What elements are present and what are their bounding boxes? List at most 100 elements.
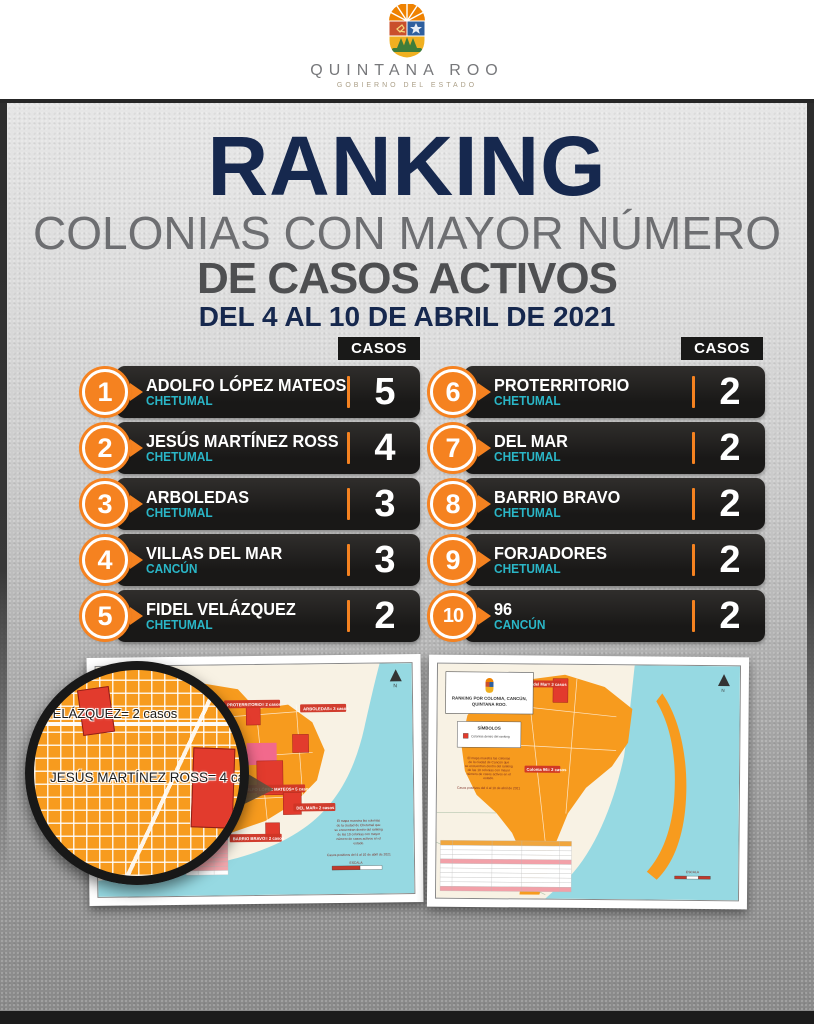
svg-text:estado.: estado. [483,776,494,780]
highlight-jesus-martinez-ross [190,747,236,829]
orange-divider [692,488,695,520]
colonia-info: FIDEL VELÁZQUEZ CHETUMAL [116,599,347,633]
svg-text:SÍMBOLOS: SÍMBOLOS [477,725,500,730]
rank-badge: 5 [82,593,128,639]
svg-text:ARBOLEDAS= 3 casos: ARBOLEDAS= 3 casos [303,706,349,712]
ranking-bar: FIDEL VELÁZQUEZ CHETUMAL 2 [116,590,420,642]
cancun-map: Villas del Mar= 3 casos Colonia 96= 2 ca… [435,663,741,901]
badge-pointer-icon [130,607,143,625]
colonia-info: FORJADORES CHETUMAL [464,543,692,577]
cases-count: 2 [374,594,396,637]
compass-icon: N [717,674,730,693]
city-name: CHETUMAL [494,394,561,409]
city-name: CHETUMAL [494,562,561,577]
ranking-row: 10 96 CANCÚN 2 [430,590,765,642]
date-range: DEL 4 AL 10 DE ABRIL DE 2021 [198,301,616,332]
cases-count: 2 [719,594,741,637]
casos-header-right: CASOS [681,337,763,360]
svg-text:QUINTANA ROO.: QUINTANA ROO. [472,702,507,707]
rank-badge: 10 [430,593,476,639]
ranking-row: 1 ADOLFO LÓPEZ MATEOS CHETUMAL 5 [82,366,420,418]
colonia-name: JESÚS MARTÍNEZ ROSS [146,431,339,452]
ranking-row: 2 JESÚS MARTÍNEZ ROSS CHETUMAL 4 [82,422,420,474]
svg-text:El mapa muestra las colonias: El mapa muestra las colonias [337,818,380,823]
svg-text:BARRIO BRAVO= 2 casos: BARRIO BRAVO= 2 casos [233,836,285,842]
city-name: CHETUMAL [146,618,213,633]
svg-text:N: N [393,683,397,689]
svg-text:de la ciudad de Chetumal que: de la ciudad de Chetumal que [337,823,381,828]
ranking-bar: FORJADORES CHETUMAL 2 [464,534,765,586]
colonia-name: VILLAS DEL MAR [146,543,283,564]
ranking-bar: DEL MAR CHETUMAL 2 [464,422,765,474]
city-name: CHETUMAL [494,450,561,465]
badge-pointer-icon [478,551,491,569]
rank-badge: 3 [82,481,128,527]
svg-text:ESCALA: ESCALA [349,861,363,865]
magnifier-label-velazquez: VELÁZQUEZ= 2 casos [44,706,178,721]
page-subtitle-2: DE CASOS ACTIVOS [197,254,618,303]
city-name: CHETUMAL [146,450,213,465]
colonia-info: JESÚS MARTÍNEZ ROSS CHETUMAL [116,431,347,465]
scale-bar: ESCALA [331,861,383,871]
colonia-info: ARBOLEDAS CHETUMAL [116,487,347,521]
page-title: RANKING [207,119,607,213]
svg-text:Casos positivos del 4 al 10 de: Casos positivos del 4 al 10 de abril de … [327,852,391,857]
ranking-row: 7 DEL MAR CHETUMAL 2 [430,422,765,474]
orange-divider [347,488,350,520]
ranking-bar: BARRIO BRAVO CHETUMAL 2 [464,478,765,530]
casos-header-left: CASOS [338,337,420,360]
sun-rays-icon [389,4,425,22]
rank-badge: 6 [430,369,476,415]
badge-pointer-icon [130,439,143,457]
ranking-bar: ADOLFO LÓPEZ MATEOS CHETUMAL 5 [116,366,420,418]
city-name: CHETUMAL [146,506,213,521]
ranking-row: 8 BARRIO BRAVO CHETUMAL 2 [430,478,765,530]
svg-text:Colonias dentro del ranking: Colonias dentro del ranking [471,734,510,738]
svg-text:estado.: estado. [353,841,364,845]
ranking-column-left: 1 ADOLFO LÓPEZ MATEOS CHETUMAL 5 2 JESÚS… [82,366,420,646]
ranking-bar: PROTERRITORIO CHETUMAL 2 [464,366,765,418]
ranking-row: 3 ARBOLEDAS CHETUMAL 3 [82,478,420,530]
colonia-name: 96 [494,599,513,620]
cases-count: 2 [719,538,741,581]
colonia-info: ADOLFO LÓPEZ MATEOS CHETUMAL [116,375,347,409]
rank-badge: 2 [82,425,128,471]
ranking-column-right: 6 PROTERRITORIO CHETUMAL 2 7 DEL MAR CHE… [430,366,765,646]
city-name: CANCÚN [494,618,546,633]
colonia-name: PROTERRITORIO [494,375,630,396]
quintana-roo-coat-of-arms [388,4,426,59]
colonia-name: FIDEL VELÁZQUEZ [146,599,296,620]
cancun-sea-lagoon-water [545,665,741,901]
ranking-row: 6 PROTERRITORIO CHETUMAL 2 [430,366,765,418]
magnifier-label-martinez-ross: JESÚS MARTÍNEZ ROSS= 4 casos [50,770,249,785]
svg-text:se encuentran dentro del ranki: se encuentran dentro del ranking [334,827,382,832]
svg-text:Colonia 96= 2 casos: Colonia 96= 2 casos [526,767,567,772]
cases-count: 2 [719,370,741,413]
orange-divider [692,432,695,464]
svg-text:ADOLFO LÓPEZ MATEOS= 5 casos: ADOLFO LÓPEZ MATEOS= 5 casos [240,786,311,792]
shield-icon [388,20,426,59]
colonia-info: VILLAS DEL MAR CANCÚN [116,543,347,577]
page-subtitle-1: COLONIAS CON MAYOR NÚMERO [33,207,781,259]
rank-badge: 4 [82,537,128,583]
badge-pointer-icon [130,383,143,401]
svg-text:número de casos activos en el: número de casos activos en el [467,772,511,776]
scale-bar: ESCALA [674,870,711,880]
rank-badge: 9 [430,537,476,583]
rank-badge: 8 [430,481,476,527]
badge-pointer-icon [478,383,491,401]
ranking-bar: ARBOLEDAS CHETUMAL 3 [116,478,420,530]
svg-text:PROTERRITORIO= 2 casos: PROTERRITORIO= 2 casos [227,702,282,708]
colonia-name: FORJADORES [494,543,608,564]
badge-pointer-icon [130,495,143,513]
city-name: CHETUMAL [494,506,561,521]
cases-count: 2 [719,482,741,525]
left-edge-shadow [0,103,7,883]
svg-text:de las 10 colonias con mayor: de las 10 colonias con mayor [337,832,381,837]
svg-text:El mapa muestra las colonias: El mapa muestra las colonias [467,756,510,760]
svg-text:Villas del Mar= 3 casos: Villas del Mar= 3 casos [521,682,567,687]
city-name: CHETUMAL [146,394,213,409]
cases-count: 3 [374,482,396,525]
cancun-map-frame: Villas del Mar= 3 casos Colonia 96= 2 ca… [434,662,742,902]
